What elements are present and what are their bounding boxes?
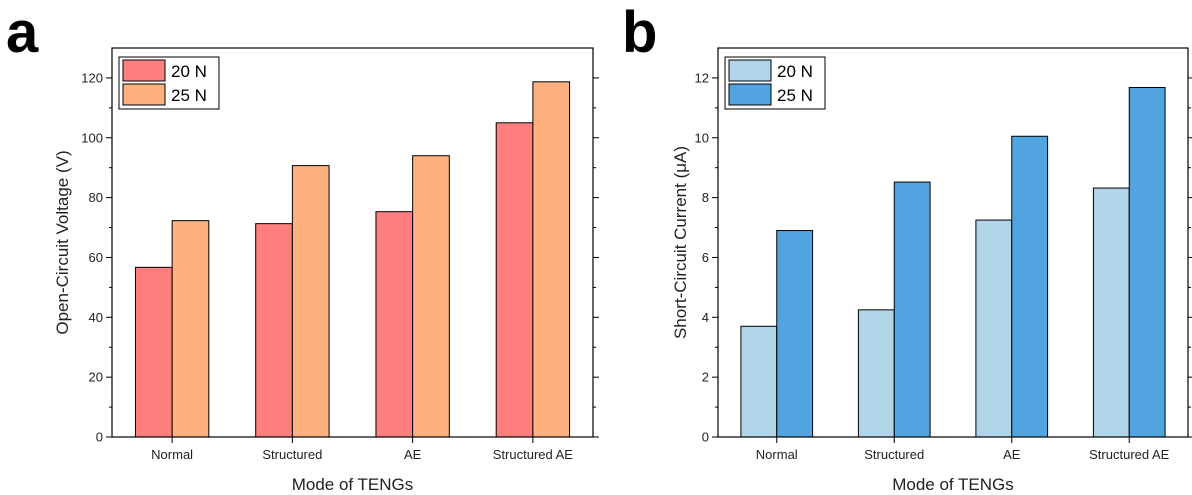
panel-label-a: a bbox=[6, 0, 39, 65]
x-tick-label-b-0: Normal bbox=[756, 447, 798, 462]
y-tick-label-b-4: 8 bbox=[702, 190, 709, 205]
legend-swatch-b-0 bbox=[728, 59, 772, 82]
y-tick-label-b-5: 10 bbox=[695, 130, 709, 145]
x-tick-label-b-3: Structured AE bbox=[1089, 447, 1170, 462]
x-axis-label-b: Mode of TENGs bbox=[892, 475, 1014, 494]
bar-a-0-1 bbox=[255, 223, 293, 438]
legend-label-a-0: 20 N bbox=[171, 62, 207, 81]
y-tick-label-b-1: 2 bbox=[702, 370, 709, 385]
bar-b-0-3 bbox=[1092, 187, 1130, 438]
y-tick-label-a-3: 60 bbox=[89, 250, 103, 265]
y-tick-label-a-4: 80 bbox=[89, 190, 103, 205]
bar-b-0-2 bbox=[975, 219, 1013, 438]
bar-a-0-2 bbox=[375, 211, 414, 438]
legend-swatch-a-0 bbox=[122, 59, 166, 82]
y-tick-label-a-2: 40 bbox=[89, 310, 103, 325]
plot-frame-a bbox=[111, 47, 594, 438]
bar-b-1-0 bbox=[776, 230, 814, 438]
y-tick-label-b-2: 4 bbox=[702, 310, 709, 325]
legend-label-b-0: 20 N bbox=[777, 62, 813, 81]
chart-b: 0 2 4 6 8 10 12 Normal Structured AE Structured AE… bbox=[671, 47, 1192, 494]
bar-a-1-1 bbox=[291, 165, 330, 438]
y-axis-label-a: Open-Circuit Voltage (V) bbox=[53, 150, 72, 334]
y-tick-label-b-6: 12 bbox=[695, 70, 709, 85]
x-tick-label-a-2: AE bbox=[404, 447, 422, 462]
legend-label-b-1: 25 N bbox=[777, 86, 813, 105]
y-tick-label-a-0: 0 bbox=[96, 430, 103, 445]
y-tick-label-a-1: 20 bbox=[89, 370, 103, 385]
y-tick-label-a-6: 120 bbox=[81, 70, 103, 85]
bar-a-0-3 bbox=[495, 122, 534, 438]
legend-swatch-b-1 bbox=[728, 83, 772, 106]
panel-label-b: b bbox=[622, 0, 657, 65]
legend-swatch-a-1 bbox=[122, 83, 166, 106]
x-axis-label-a: Mode of TENGs bbox=[292, 475, 414, 494]
chart-a: 0 20 40 60 80 100 120 Normal Structured AE Structu… bbox=[53, 47, 599, 494]
bar-a-1-2 bbox=[412, 155, 450, 438]
bar-b-1-2 bbox=[1011, 135, 1049, 438]
bar-a-1-0 bbox=[171, 220, 210, 438]
legend-label-a-1: 25 N bbox=[171, 86, 207, 105]
y-tick-label-b-3: 6 bbox=[702, 250, 709, 265]
plot-frame-b bbox=[717, 47, 1189, 438]
bar-b-1-1 bbox=[893, 181, 931, 438]
x-tick-label-b-2: AE bbox=[1003, 447, 1021, 462]
y-tick-label-a-5: 100 bbox=[81, 130, 103, 145]
y-axis-label-b: Short-Circuit Current (μA) bbox=[671, 146, 690, 339]
bar-b-1-3 bbox=[1128, 87, 1166, 438]
bar-b-0-1 bbox=[857, 309, 895, 438]
x-tick-label-a-3: Structured AE bbox=[493, 447, 574, 462]
bar-b-0-0 bbox=[740, 325, 778, 438]
bar-a-1-3 bbox=[532, 81, 571, 438]
x-tick-label-b-1: Structured bbox=[864, 447, 924, 462]
y-tick-label-b-0: 0 bbox=[702, 430, 709, 445]
x-tick-label-a-1: Structured bbox=[262, 447, 322, 462]
bar-a-0-0 bbox=[134, 266, 173, 438]
x-tick-label-a-0: Normal bbox=[151, 447, 193, 462]
